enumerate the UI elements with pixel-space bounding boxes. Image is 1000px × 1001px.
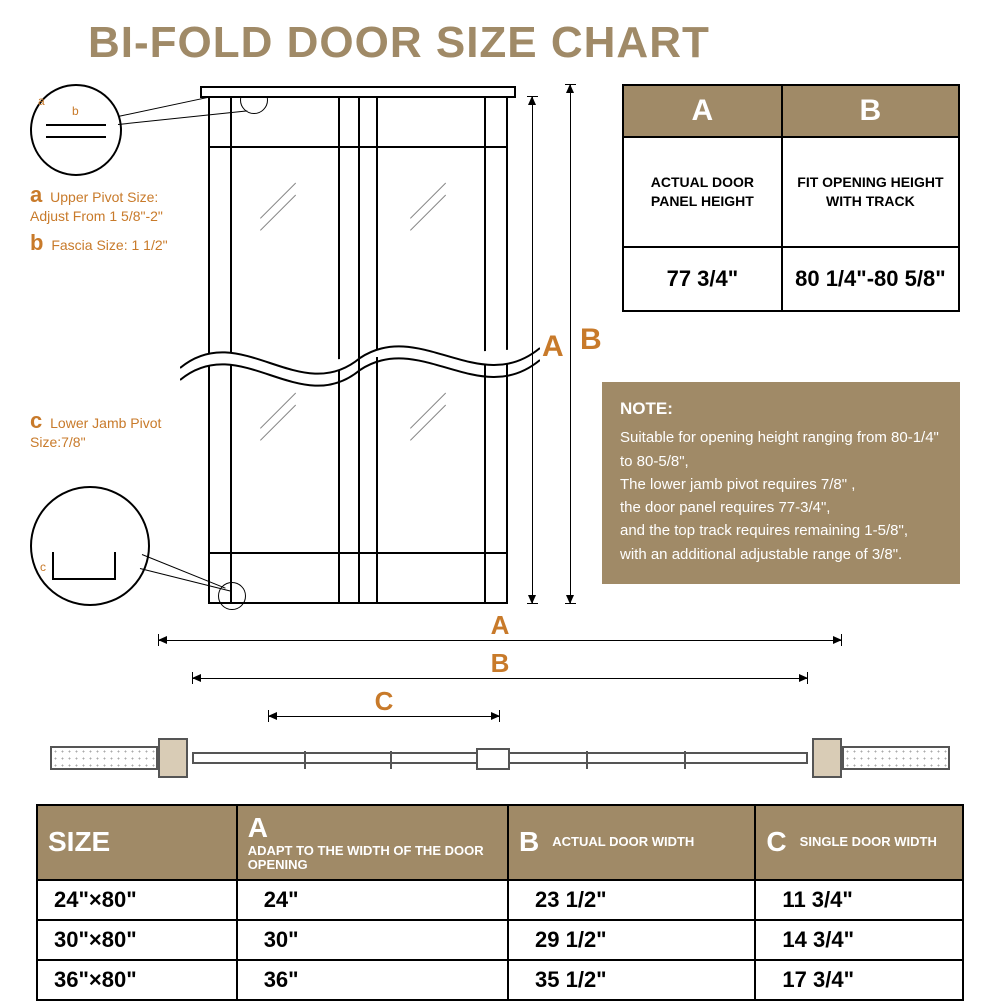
cell-b: 35 1/2" (508, 960, 755, 1000)
break-wave (180, 328, 540, 398)
note-line: and the top track requires remaining 1-5… (620, 519, 942, 542)
door-diagram: ab a Upper Pivot Size: Adjust From 1 5/8… (30, 84, 590, 624)
height-table-head-b: B (782, 85, 959, 137)
dimension-b-horizontal: B (192, 678, 808, 679)
dimension-b-vertical: B (570, 84, 571, 604)
callout-text: Upper Pivot Size: Adjust From 1 5/8"-2" (30, 189, 163, 224)
size-table: SIZE A ADAPT TO THE WIDTH OF THE DOOR OP… (36, 804, 964, 1001)
callout-a: a Upper Pivot Size: Adjust From 1 5/8"-2… (30, 182, 200, 225)
cell-a: 36" (237, 960, 508, 1000)
callout-text: Fascia Size: 1 1/2" (51, 237, 167, 253)
note-title: NOTE: (620, 396, 942, 422)
cell-b: 29 1/2" (508, 920, 755, 960)
dimension-c-horizontal: C (268, 716, 500, 717)
head-big: C (766, 826, 786, 858)
note-line: The lower jamb pivot requires 7/8" , (620, 473, 942, 496)
callout-text: Lower Jamb Pivot Size:7/8" (30, 415, 161, 450)
cell-c: 14 3/4" (755, 920, 963, 960)
size-table-head-size: SIZE (37, 805, 237, 880)
cell-c: 17 3/4" (755, 960, 963, 1000)
table-row: 30"×80" 30" 29 1/2" 14 3/4" (37, 920, 963, 960)
page-title: BI-FOLD DOOR SIZE CHART (88, 18, 710, 68)
cell-size: 24"×80" (37, 880, 237, 920)
dimension-label: A (542, 330, 564, 364)
height-table-desc-a: ACTUAL DOOR PANEL HEIGHT (623, 137, 782, 247)
callout-c: c Lower Jamb Pivot Size:7/8" (30, 408, 200, 451)
height-table-val-a: 77 3/4" (623, 247, 782, 311)
note-line: with an additional adjustable range of 3… (620, 543, 942, 566)
cell-size: 36"×80" (37, 960, 237, 1000)
cell-size: 30"×80" (37, 920, 237, 960)
width-diagram: A B C (50, 640, 950, 790)
track-illustration (50, 740, 950, 776)
cell-a: 24" (237, 880, 508, 920)
dimension-label: B (580, 323, 602, 357)
head-small: ACTUAL DOOR WIDTH (552, 835, 694, 849)
cell-a: 30" (237, 920, 508, 960)
dimension-a-vertical: A (532, 96, 533, 604)
callout-lead: c (30, 408, 42, 433)
dimension-label: B (491, 648, 510, 679)
callout-lead: a (30, 182, 42, 207)
height-table-desc-b: FIT OPENING HEIGHT WITH TRACK (782, 137, 959, 247)
cell-c: 11 3/4" (755, 880, 963, 920)
height-table-head-a: A (623, 85, 782, 137)
size-table-head-a: A ADAPT TO THE WIDTH OF THE DOOR OPENING (237, 805, 508, 880)
head-big: B (519, 826, 539, 858)
dimension-label: A (491, 610, 510, 641)
head-big: A (248, 812, 268, 844)
height-table: A B ACTUAL DOOR PANEL HEIGHT FIT OPENING… (622, 84, 960, 312)
table-row: 24"×80" 24" 23 1/2" 11 3/4" (37, 880, 963, 920)
head-small: ADAPT TO THE WIDTH OF THE DOOR OPENING (248, 844, 497, 873)
head-small: SINGLE DOOR WIDTH (800, 835, 937, 849)
table-row: 36"×80" 36" 35 1/2" 17 3/4" (37, 960, 963, 1000)
callout-b: b Fascia Size: 1 1/2" (30, 230, 200, 256)
size-table-head-b: B ACTUAL DOOR WIDTH (508, 805, 755, 880)
note-line: Suitable for opening height ranging from… (620, 426, 942, 473)
cell-b: 23 1/2" (508, 880, 755, 920)
note-line: the door panel requires 77-3/4", (620, 496, 942, 519)
dimension-a-horizontal: A (158, 640, 842, 641)
note-box: NOTE: Suitable for opening height rangin… (602, 382, 960, 584)
size-table-head-c: C SINGLE DOOR WIDTH (755, 805, 963, 880)
dimension-label: C (375, 686, 394, 717)
detail-circle-top: ab (30, 84, 122, 176)
height-table-val-b: 80 1/4"-80 5/8" (782, 247, 959, 311)
callout-lead: b (30, 230, 43, 255)
detail-circle-bottom: c (30, 486, 150, 606)
